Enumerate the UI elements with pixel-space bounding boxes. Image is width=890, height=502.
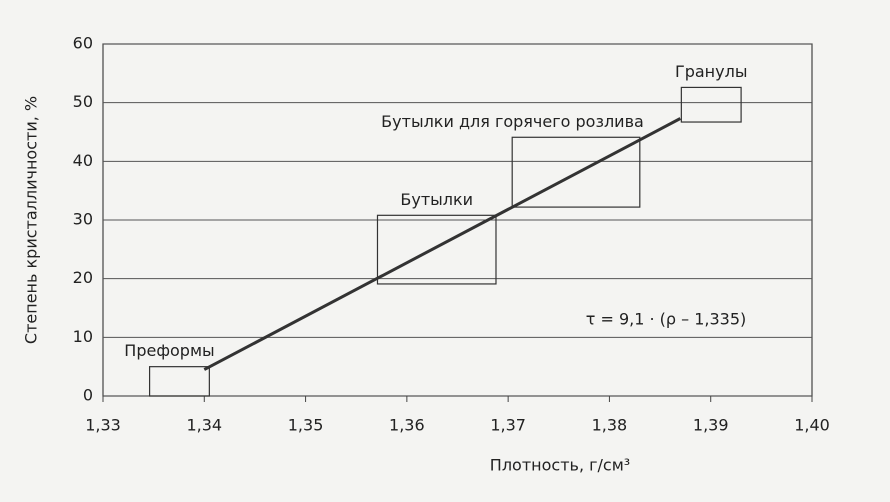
y-tick-label: 50 bbox=[73, 92, 93, 111]
y-tick-label: 0 bbox=[83, 386, 93, 405]
x-tick-label: 1,37 bbox=[490, 416, 526, 435]
region-box bbox=[680, 86, 742, 123]
x-tick-label: 1,39 bbox=[693, 416, 729, 435]
region-label: Преформы bbox=[124, 341, 214, 360]
x-tick-label: 1,33 bbox=[85, 416, 121, 435]
x-tick-label: 1,38 bbox=[592, 416, 628, 435]
x-tick-label: 1,35 bbox=[288, 416, 324, 435]
x-tick-label: 1,40 bbox=[794, 416, 830, 435]
region-label: Бутылки для горячего розлива bbox=[381, 112, 644, 131]
y-tick-label: 60 bbox=[73, 34, 93, 53]
y-tick-label: 40 bbox=[73, 151, 93, 170]
x-tick-label: 1,36 bbox=[389, 416, 425, 435]
region-box bbox=[376, 214, 497, 285]
formula-annotation: τ = 9,1 · (ρ – 1,335) bbox=[586, 310, 747, 329]
x-axis-label: Плотность, г/см³ bbox=[490, 456, 630, 475]
region-box bbox=[511, 136, 641, 208]
y-axis-label: Степень кристалличности, % bbox=[22, 96, 41, 344]
y-tick-label: 10 bbox=[73, 327, 93, 346]
region-box bbox=[148, 366, 210, 397]
y-tick-label: 20 bbox=[73, 268, 93, 287]
region-label: Бутылки bbox=[400, 190, 473, 209]
y-tick-label: 30 bbox=[73, 210, 93, 229]
region-label: Гранулы bbox=[675, 62, 748, 81]
trend-line bbox=[203, 117, 682, 371]
x-tick-label: 1,34 bbox=[186, 416, 222, 435]
